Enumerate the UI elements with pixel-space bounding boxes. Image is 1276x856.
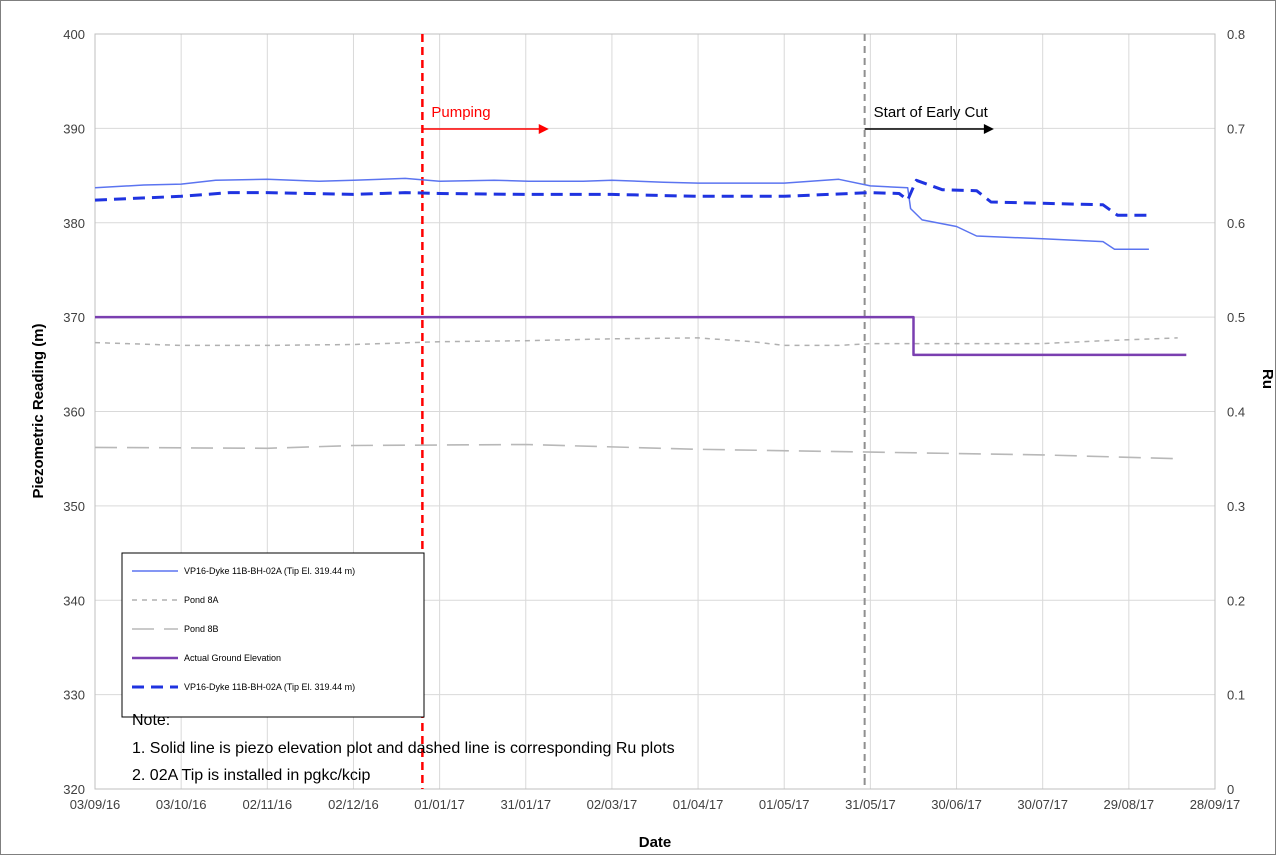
y2-tick-label: 0.6 [1227, 216, 1245, 231]
x-tick-label: 02/12/16 [328, 797, 379, 812]
plot-area-border [94, 33, 1216, 790]
x-tick-label: 02/11/16 [242, 797, 292, 812]
x-tick-label: 01/05/17 [759, 797, 810, 812]
y-tick-label: 390 [63, 121, 85, 136]
series-line [94, 178, 1149, 217]
y-tick-label: 320 [63, 782, 85, 797]
series-line [94, 443, 1178, 460]
y-axis-title: Piezometric Reading (m) [30, 323, 47, 498]
x-tick-label: 28/09/17 [1190, 797, 1241, 812]
annotation-arrow-head [538, 124, 549, 134]
note-line-1: 1. Solid line is piezo elevation plot an… [132, 740, 675, 757]
y-tick-label: 400 [63, 27, 85, 42]
y-tick-label: 380 [63, 216, 85, 231]
legend-entry-label: VP16-Dyke 11B-BH-02A (Tip El. 319.44 m) [184, 682, 355, 692]
y-axis-ticks: 320 330 340 350 360 370 380 390 400 [63, 27, 85, 797]
y2-tick-label: 0.2 [1227, 593, 1245, 608]
x-tick-label: 31/05/17 [845, 797, 896, 812]
series-line [95, 315, 1187, 357]
y-tick-label: 360 [63, 405, 85, 420]
annotation-arrow-head [983, 124, 994, 134]
y-tick-label: 350 [63, 499, 85, 514]
y2-tick-label: 0.5 [1227, 310, 1245, 325]
legend-entry-label: VP16-Dyke 11B-BH-02A (Tip El. 319.44 m) [184, 566, 355, 576]
legend-entry-label: Pond 8B [184, 624, 219, 634]
x-tick-label: 01/04/17 [673, 797, 724, 812]
annotation-label: Start of Early Cut [874, 104, 989, 121]
y2-axis-title: Ru [1259, 369, 1276, 389]
y-tick-label: 370 [63, 310, 85, 325]
notes-block: Note: 1. Solid line is piezo elevation p… [132, 712, 675, 784]
series-line [94, 177, 1149, 250]
x-tick-label: 01/01/17 [414, 797, 465, 812]
note-heading: Note: [132, 712, 170, 729]
x-tick-label: 03/10/16 [156, 797, 207, 812]
x-axis-title: Date [639, 834, 672, 851]
x-axis-ticks: 03/09/16 03/10/16 02/11/16 02/12/16 01/01/17… [70, 797, 1241, 812]
y-tick-label: 330 [63, 688, 85, 703]
y2-tick-label: 0.4 [1227, 405, 1245, 420]
x-tick-label: 30/06/17 [931, 797, 982, 812]
y2-tick-label: 0 [1227, 782, 1234, 797]
series-line [94, 337, 1178, 347]
series-group [94, 177, 1187, 460]
legend-box [121, 552, 425, 718]
x-tick-label: 31/01/17 [500, 797, 551, 812]
annotation-label: Pumping [431, 104, 490, 121]
y2-axis-ticks: 0 0.1 0.2 0.3 0.4 0.5 0.6 0.7 0.8 [1227, 27, 1245, 797]
y-tick-label: 340 [63, 593, 85, 608]
legend: VP16-Dyke 11B-BH-02A (Tip El. 319.44 m) P… [121, 552, 425, 718]
legend-entry-label: Actual Ground Elevation [184, 653, 281, 663]
y2-tick-label: 0.1 [1227, 688, 1245, 703]
x-tick-label: 03/09/16 [70, 797, 121, 812]
x-tick-label: 30/07/17 [1017, 797, 1068, 812]
y2-tick-label: 0.8 [1227, 27, 1245, 42]
x-tick-label: 29/08/17 [1104, 797, 1155, 812]
y2-tick-label: 0.7 [1227, 121, 1245, 136]
x-tick-label: 02/03/17 [587, 797, 638, 812]
note-line-2: 2. 02A Tip is installed in pgkc/kcip [132, 767, 370, 784]
legend-entry-label: Pond 8A [184, 595, 219, 605]
y2-tick-label: 0.3 [1227, 499, 1245, 514]
annotations: Pumping Start of Early Cut [422, 104, 994, 134]
